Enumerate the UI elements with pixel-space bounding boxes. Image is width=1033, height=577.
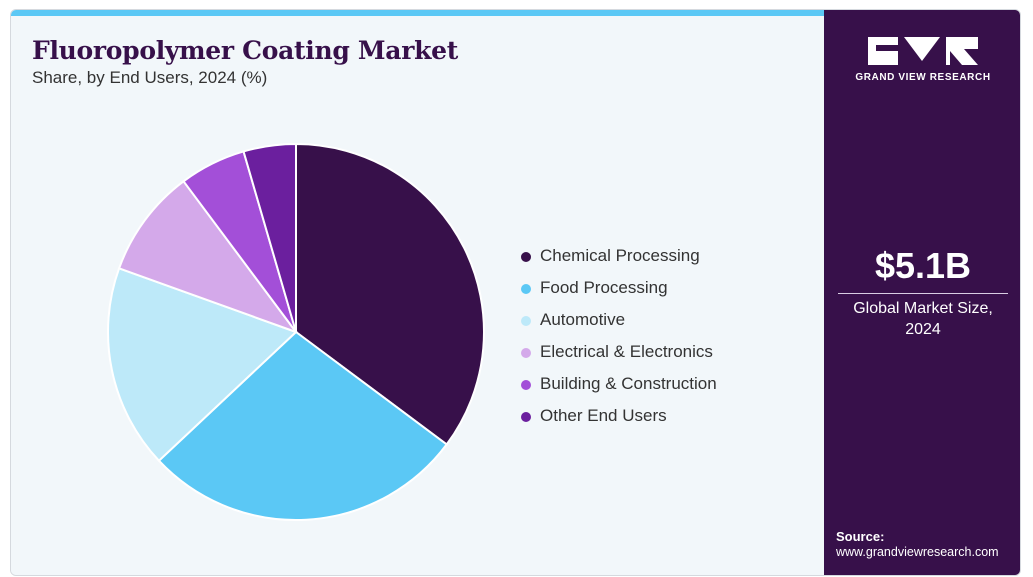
legend-item-food-processing: Food Processing	[521, 272, 717, 304]
legend-marker	[521, 379, 531, 390]
legend-item-chemical-processing: Chemical Processing	[521, 240, 717, 272]
pie-slice-electrical-electronics	[117, 179, 299, 335]
pie-slice-chemical-processing	[295, 142, 485, 446]
chart-title: Fluoropolymer Coating Market	[32, 36, 458, 65]
legend-marker	[521, 283, 531, 294]
legend-marker	[521, 251, 531, 262]
market-size-label-line1: Global Market Size,	[853, 300, 993, 317]
summary-sidebar: GRAND VIEW RESEARCH $5.1B Global Market …	[824, 10, 1020, 575]
legend-item-other-end-users: Other End Users	[521, 400, 717, 432]
legend-item-automotive: Automotive	[521, 304, 717, 336]
legend-label: Building & Construction	[540, 374, 717, 393]
market-size-label: Global Market Size, 2024	[824, 298, 1020, 340]
legend-label: Electrical & Electronics	[540, 342, 713, 361]
chart-legend: Chemical Processing Food Processing Auto…	[521, 240, 717, 432]
grand-view-research-logo	[868, 37, 978, 65]
accent-bar	[11, 10, 824, 16]
source-label: Source:	[836, 529, 885, 544]
pie-slice-food-processing	[157, 330, 449, 521]
pie-slices	[107, 142, 485, 521]
legend-label: Food Processing	[540, 278, 668, 297]
pie-chart	[107, 142, 485, 521]
legend-label: Other End Users	[540, 406, 667, 425]
legend-item-building-construction: Building & Construction	[521, 368, 717, 400]
pie-slice-automotive	[107, 267, 298, 463]
legend-item-electrical-electronics: Electrical & Electronics	[521, 336, 717, 368]
market-size-label-line2: 2024	[905, 321, 941, 338]
divider	[838, 293, 1008, 294]
legend-label: Automotive	[540, 310, 626, 329]
legend-marker	[521, 411, 531, 422]
source-url[interactable]: www.grandviewresearch.com	[836, 545, 999, 559]
market-size-value: $5.1B	[874, 245, 972, 286]
infographic-card: Fluoropolymer Coating Market Share, by E…	[10, 9, 1021, 576]
legend-label: Chemical Processing	[540, 246, 700, 265]
legend-marker	[521, 315, 531, 326]
legend-marker	[521, 347, 531, 358]
pie-slice-other-end-users	[242, 142, 297, 333]
chart-subtitle: Share, by End Users, 2024 (%)	[32, 68, 268, 87]
chart-panel: Fluoropolymer Coating Market Share, by E…	[11, 10, 824, 575]
brand-name: GRAND VIEW RESEARCH	[855, 72, 991, 83]
